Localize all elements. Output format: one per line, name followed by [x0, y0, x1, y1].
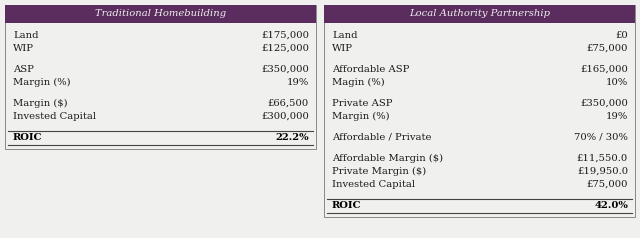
Text: 19%: 19% — [287, 78, 309, 87]
Text: Affordable Margin ($): Affordable Margin ($) — [332, 154, 443, 163]
Text: Land: Land — [332, 31, 358, 40]
Bar — [5, 5, 316, 23]
Text: Affordable / Private: Affordable / Private — [332, 133, 431, 142]
Text: £125,000: £125,000 — [261, 44, 309, 53]
Text: Private Margin ($): Private Margin ($) — [332, 167, 426, 176]
Text: Margin ($): Margin ($) — [13, 99, 68, 108]
Text: £75,000: £75,000 — [586, 180, 628, 189]
Text: Local Authority Partnership: Local Authority Partnership — [409, 10, 550, 19]
Text: ROIC: ROIC — [332, 201, 362, 210]
Bar — [324, 5, 635, 217]
Text: 10%: 10% — [605, 78, 628, 87]
Text: Private ASP: Private ASP — [332, 99, 392, 108]
Text: £0: £0 — [615, 31, 628, 40]
Text: WIP: WIP — [332, 44, 353, 53]
Text: Margin (%): Margin (%) — [332, 112, 390, 121]
Text: £350,000: £350,000 — [261, 65, 309, 74]
Text: ROIC: ROIC — [13, 133, 42, 142]
Text: 70% / 30%: 70% / 30% — [574, 133, 628, 142]
Text: Magin (%): Magin (%) — [332, 78, 385, 87]
Text: Invested Capital: Invested Capital — [332, 180, 415, 189]
Text: Invested Capital: Invested Capital — [13, 112, 96, 121]
Text: Traditional Homebuilding: Traditional Homebuilding — [95, 10, 226, 19]
Bar — [5, 5, 316, 149]
Text: Land: Land — [13, 31, 38, 40]
Bar — [324, 5, 635, 23]
Text: £300,000: £300,000 — [261, 112, 309, 121]
Text: ASP: ASP — [13, 65, 34, 74]
Text: Affordable ASP: Affordable ASP — [332, 65, 410, 74]
Text: £19,950.0: £19,950.0 — [577, 167, 628, 176]
Text: Margin (%): Margin (%) — [13, 78, 70, 87]
Text: £75,000: £75,000 — [586, 44, 628, 53]
Text: £175,000: £175,000 — [261, 31, 309, 40]
Text: 42.0%: 42.0% — [594, 201, 628, 210]
Text: £165,000: £165,000 — [580, 65, 628, 74]
Text: WIP: WIP — [13, 44, 34, 53]
Text: 22.2%: 22.2% — [275, 133, 309, 142]
Text: £350,000: £350,000 — [580, 99, 628, 108]
Text: £66,500: £66,500 — [268, 99, 309, 108]
Text: £11,550.0: £11,550.0 — [577, 154, 628, 163]
Text: 19%: 19% — [605, 112, 628, 121]
